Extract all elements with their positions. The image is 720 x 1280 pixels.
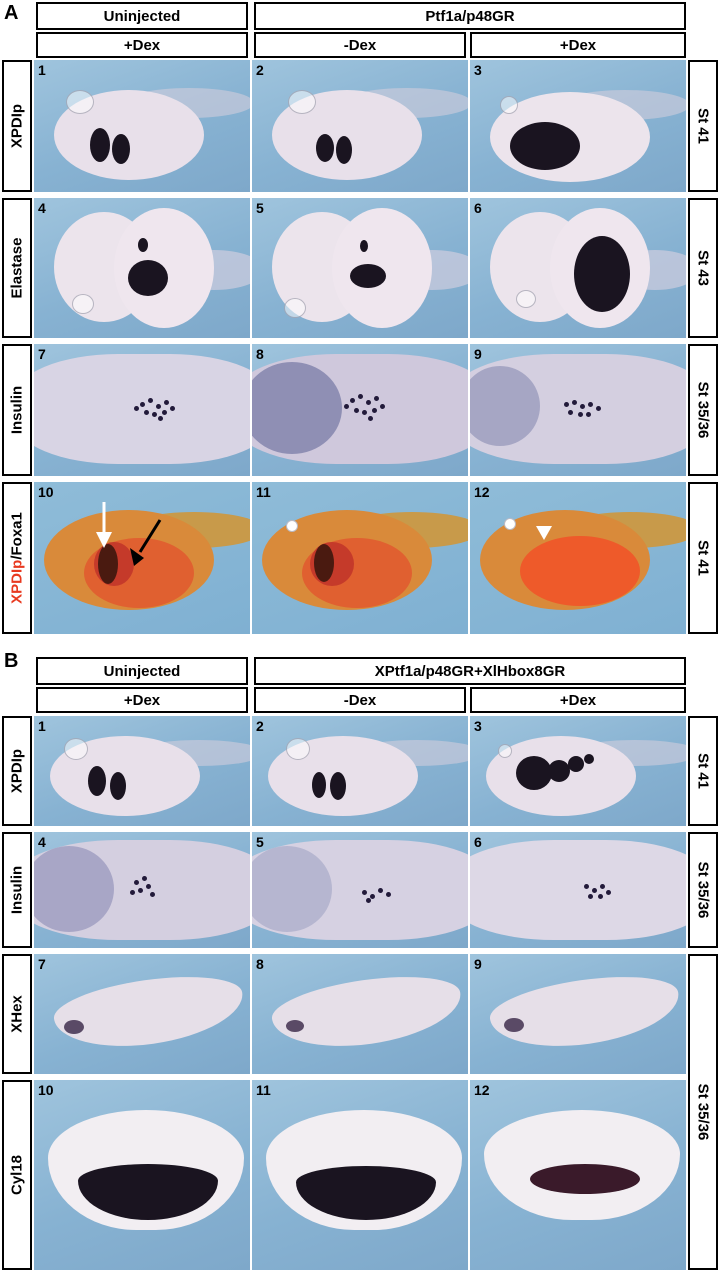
- row-label-elastase-a: Elastase: [2, 198, 32, 338]
- header-injected-b: XPtf1a/p48GR+XlHbox8GR: [254, 657, 686, 685]
- header-uninjected-a: Uninjected: [36, 2, 248, 30]
- embryo-image-a10: 10: [34, 482, 250, 634]
- embryo-image-b10: 10: [34, 1080, 250, 1270]
- embryo-image-a8: 8: [252, 344, 468, 476]
- embryo-image-a3: 3: [470, 60, 686, 192]
- condition-plus-dex-b: +Dex: [470, 687, 686, 713]
- stage-label-a-row1: St 41: [688, 60, 718, 192]
- stage-label-a-row4: St 41: [688, 482, 718, 634]
- label-xpdip-red: XPDIp: [8, 559, 26, 604]
- embryo-image-a5: 5: [252, 198, 468, 338]
- stage-label-b-row1: St 41: [688, 716, 718, 826]
- embryo-image-b4: 4: [34, 832, 250, 948]
- condition-uninjected-dex-b: +Dex: [36, 687, 248, 713]
- row-label-cyl18-b: Cyl18: [2, 1080, 32, 1270]
- embryo-image-b3: 3: [470, 716, 686, 826]
- panel-letter-b: B: [4, 650, 19, 672]
- header-injected-a: Ptf1a/p48GR: [254, 2, 686, 30]
- embryo-image-b9: 9: [470, 954, 686, 1074]
- row-label-xhex-b: XHex: [2, 954, 32, 1074]
- panel-letter-a: A: [4, 2, 19, 24]
- row-label-xpdip-foxa1-a: XPDIp/Foxa1: [2, 482, 32, 634]
- embryo-image-b12: 12: [470, 1080, 686, 1270]
- embryo-image-b6: 6: [470, 832, 686, 948]
- condition-plus-dex-a: +Dex: [470, 32, 686, 58]
- embryo-image-a6: 6: [470, 198, 686, 338]
- embryo-image-a1: 1: [34, 60, 250, 192]
- condition-minus-dex-b: -Dex: [254, 687, 466, 713]
- stage-label-a-row3: St 35/36: [688, 344, 718, 476]
- row-label-insulin-a: Insulin: [2, 344, 32, 476]
- embryo-image-b1: 1: [34, 716, 250, 826]
- row-label-xpdip-a: XPDIp: [2, 60, 32, 192]
- condition-minus-dex-a: -Dex: [254, 32, 466, 58]
- embryo-image-a11: 11: [252, 482, 468, 634]
- embryo-image-b7: 7: [34, 954, 250, 1074]
- header-uninjected-b: Uninjected: [36, 657, 248, 685]
- embryo-image-a7: 7: [34, 344, 250, 476]
- row-label-insulin-b: Insulin: [2, 832, 32, 948]
- condition-uninjected-dex-a: +Dex: [36, 32, 248, 58]
- label-foxa1: /Foxa1: [8, 512, 26, 560]
- embryo-image-b2: 2: [252, 716, 468, 826]
- row-label-xpdip-b: XPDIp: [2, 716, 32, 826]
- stage-label-a-row2: St 43: [688, 198, 718, 338]
- embryo-image-a12: 12: [470, 482, 686, 634]
- embryo-image-b11: 11: [252, 1080, 468, 1270]
- embryo-image-a9: 9: [470, 344, 686, 476]
- embryo-image-b5: 5: [252, 832, 468, 948]
- stage-label-b-shared: St 35/36: [688, 954, 718, 1270]
- embryo-image-b8: 8: [252, 954, 468, 1074]
- embryo-image-a2: 2: [252, 60, 468, 192]
- embryo-image-a4: 4: [34, 198, 250, 338]
- stage-label-b-row2: St 35/36: [688, 832, 718, 948]
